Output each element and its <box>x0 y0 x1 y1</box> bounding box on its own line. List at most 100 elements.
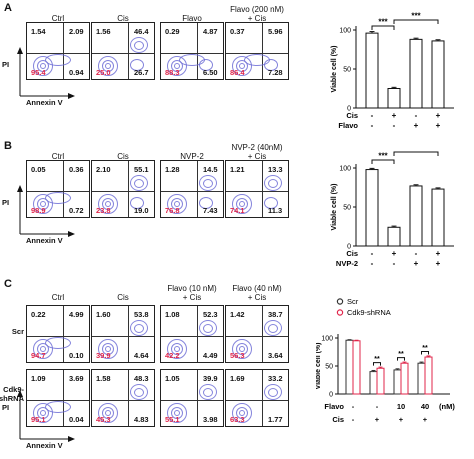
significance-bracket <box>371 25 395 30</box>
flow-plot: 1.56 46.4 25.0 26.7 <box>91 22 155 80</box>
cell-population-contour <box>232 194 252 214</box>
quadrant-upper-left-value: 1.05 <box>165 374 180 383</box>
treatment-mark: - <box>415 111 418 120</box>
quadrant-vertical-line <box>128 306 129 362</box>
quadrant-upper-left-value: 1.08 <box>165 310 180 319</box>
quadrant-lower-right-value: 19.0 <box>134 206 149 215</box>
bar <box>431 40 445 109</box>
treatment-mark: + <box>436 121 441 130</box>
significance-bracket <box>393 19 439 24</box>
column-title: Cis <box>117 293 129 302</box>
quadrant-vertical-line <box>197 161 198 217</box>
cell-population-contour <box>232 339 252 359</box>
bar <box>345 339 354 395</box>
cell-population-contour <box>134 179 144 188</box>
quadrant-upper-right-value: 3.69 <box>69 374 84 383</box>
quadrant-upper-left-value: 0.05 <box>31 165 46 174</box>
quadrant-vertical-line <box>128 370 129 426</box>
quadrant-upper-right-value: 38.7 <box>268 310 283 319</box>
cell-population-contour <box>98 339 118 359</box>
quadrant-horizontal-line <box>161 191 223 192</box>
cell-population-contour <box>45 54 71 66</box>
treatment-mark: - <box>352 415 355 424</box>
axis-arrows-svg <box>17 47 75 99</box>
quadrant-upper-left-value: 1.09 <box>31 374 46 383</box>
y-axis-label: Viable cell (%) <box>331 46 338 93</box>
cell-population-contour <box>98 194 118 214</box>
quadrant-lower-right-value: 4.64 <box>134 351 149 360</box>
bar <box>365 169 379 247</box>
cell-population-contour <box>232 403 252 423</box>
cell-population-contour <box>203 324 213 333</box>
bar <box>365 32 379 109</box>
quadrant-lower-right-value: 4.83 <box>134 415 149 424</box>
quadrant-lower-right-value: 7.43 <box>203 206 218 215</box>
quadrant-upper-right-value: 46.4 <box>134 27 149 36</box>
significance-label: *** <box>411 148 421 153</box>
treatment-mark: - <box>352 402 355 411</box>
cell-population-contour <box>167 194 187 214</box>
cell-population-contour <box>239 346 245 352</box>
quadrant-vertical-line <box>63 306 64 362</box>
cell-population-contour <box>105 410 111 416</box>
quadrant-lower-left-value: 39.9 <box>96 351 111 360</box>
treatment-mark: + <box>436 249 441 258</box>
treatment-mark: - <box>393 121 396 130</box>
y-tick-label: 0 <box>329 392 333 399</box>
flow-plot: 1.05 39.9 55.1 3.98 <box>160 369 224 427</box>
treatment-mark: + <box>423 415 428 424</box>
quadrant-upper-right-value: 14.5 <box>203 165 218 174</box>
quadrant-lower-left-value: 45.3 <box>96 415 111 424</box>
flow-plot: 1.69 33.2 63.3 1.77 <box>225 369 289 427</box>
cell-population-contour <box>40 410 46 416</box>
significance-label: ** <box>422 345 428 352</box>
cell-population-contour <box>174 201 180 207</box>
quadrant-upper-right-value: 5.96 <box>268 27 283 36</box>
quadrant-lower-left-value: 76.8 <box>165 206 180 215</box>
treatment-mark: - <box>393 259 396 268</box>
quadrant-horizontal-line <box>226 400 288 401</box>
cell-population-contour <box>239 63 245 69</box>
column-title: Cis <box>117 152 129 161</box>
quadrant-lower-left-value: 94.7 <box>31 351 46 360</box>
cell-population-contour <box>134 324 144 333</box>
axis-arrows-svg <box>17 185 75 237</box>
cell-population-contour <box>171 198 183 210</box>
quadrant-upper-right-value: 13.3 <box>268 165 283 174</box>
quadrant-lower-left-value: 42.2 <box>165 351 180 360</box>
y-axis-label-pi: PI <box>2 403 10 412</box>
treatment-mark: - <box>371 121 374 130</box>
flow-plot: 1.60 53.8 39.9 4.64 <box>91 305 155 363</box>
legend-marker <box>336 309 344 316</box>
bar <box>409 185 423 247</box>
cell-population-contour <box>40 63 46 69</box>
quadrant-lower-left-value: 74.1 <box>230 206 245 215</box>
cell-population-contour <box>199 384 217 400</box>
cell-population-contour <box>171 60 183 72</box>
quadrant-lower-right-value: 3.64 <box>268 351 283 360</box>
cell-population-contour <box>268 388 278 397</box>
cell-population-contour <box>239 410 245 416</box>
row-label: Scr <box>11 327 24 336</box>
quadrant-upper-right-value: 52.3 <box>203 310 218 319</box>
cell-population-contour <box>37 343 49 355</box>
cell-population-contour <box>98 56 118 76</box>
cell-population-contour <box>45 337 71 349</box>
cell-population-contour <box>236 60 248 72</box>
quadrant-horizontal-line <box>92 53 154 54</box>
panel-letter-c: C <box>4 278 12 290</box>
quadrant-vertical-line <box>128 23 129 79</box>
quadrant-upper-left-value: 1.60 <box>96 310 111 319</box>
legend-marker <box>336 298 344 305</box>
y-tick-label: 100 <box>339 166 351 173</box>
quadrant-vertical-line <box>262 370 263 426</box>
flow-plot: 0.22 4.99 94.7 0.10 <box>26 305 90 363</box>
flow-plot: 1.28 14.5 76.8 7.43 <box>160 160 224 218</box>
quadrant-upper-right-value: 2.09 <box>69 27 84 36</box>
flow-plot: 1.54 2.09 95.4 0.94 <box>26 22 90 80</box>
cell-population-contour <box>130 37 148 53</box>
cell-population-contour <box>264 59 278 71</box>
x-axis-label-annexin-v: Annexin V <box>26 441 63 450</box>
